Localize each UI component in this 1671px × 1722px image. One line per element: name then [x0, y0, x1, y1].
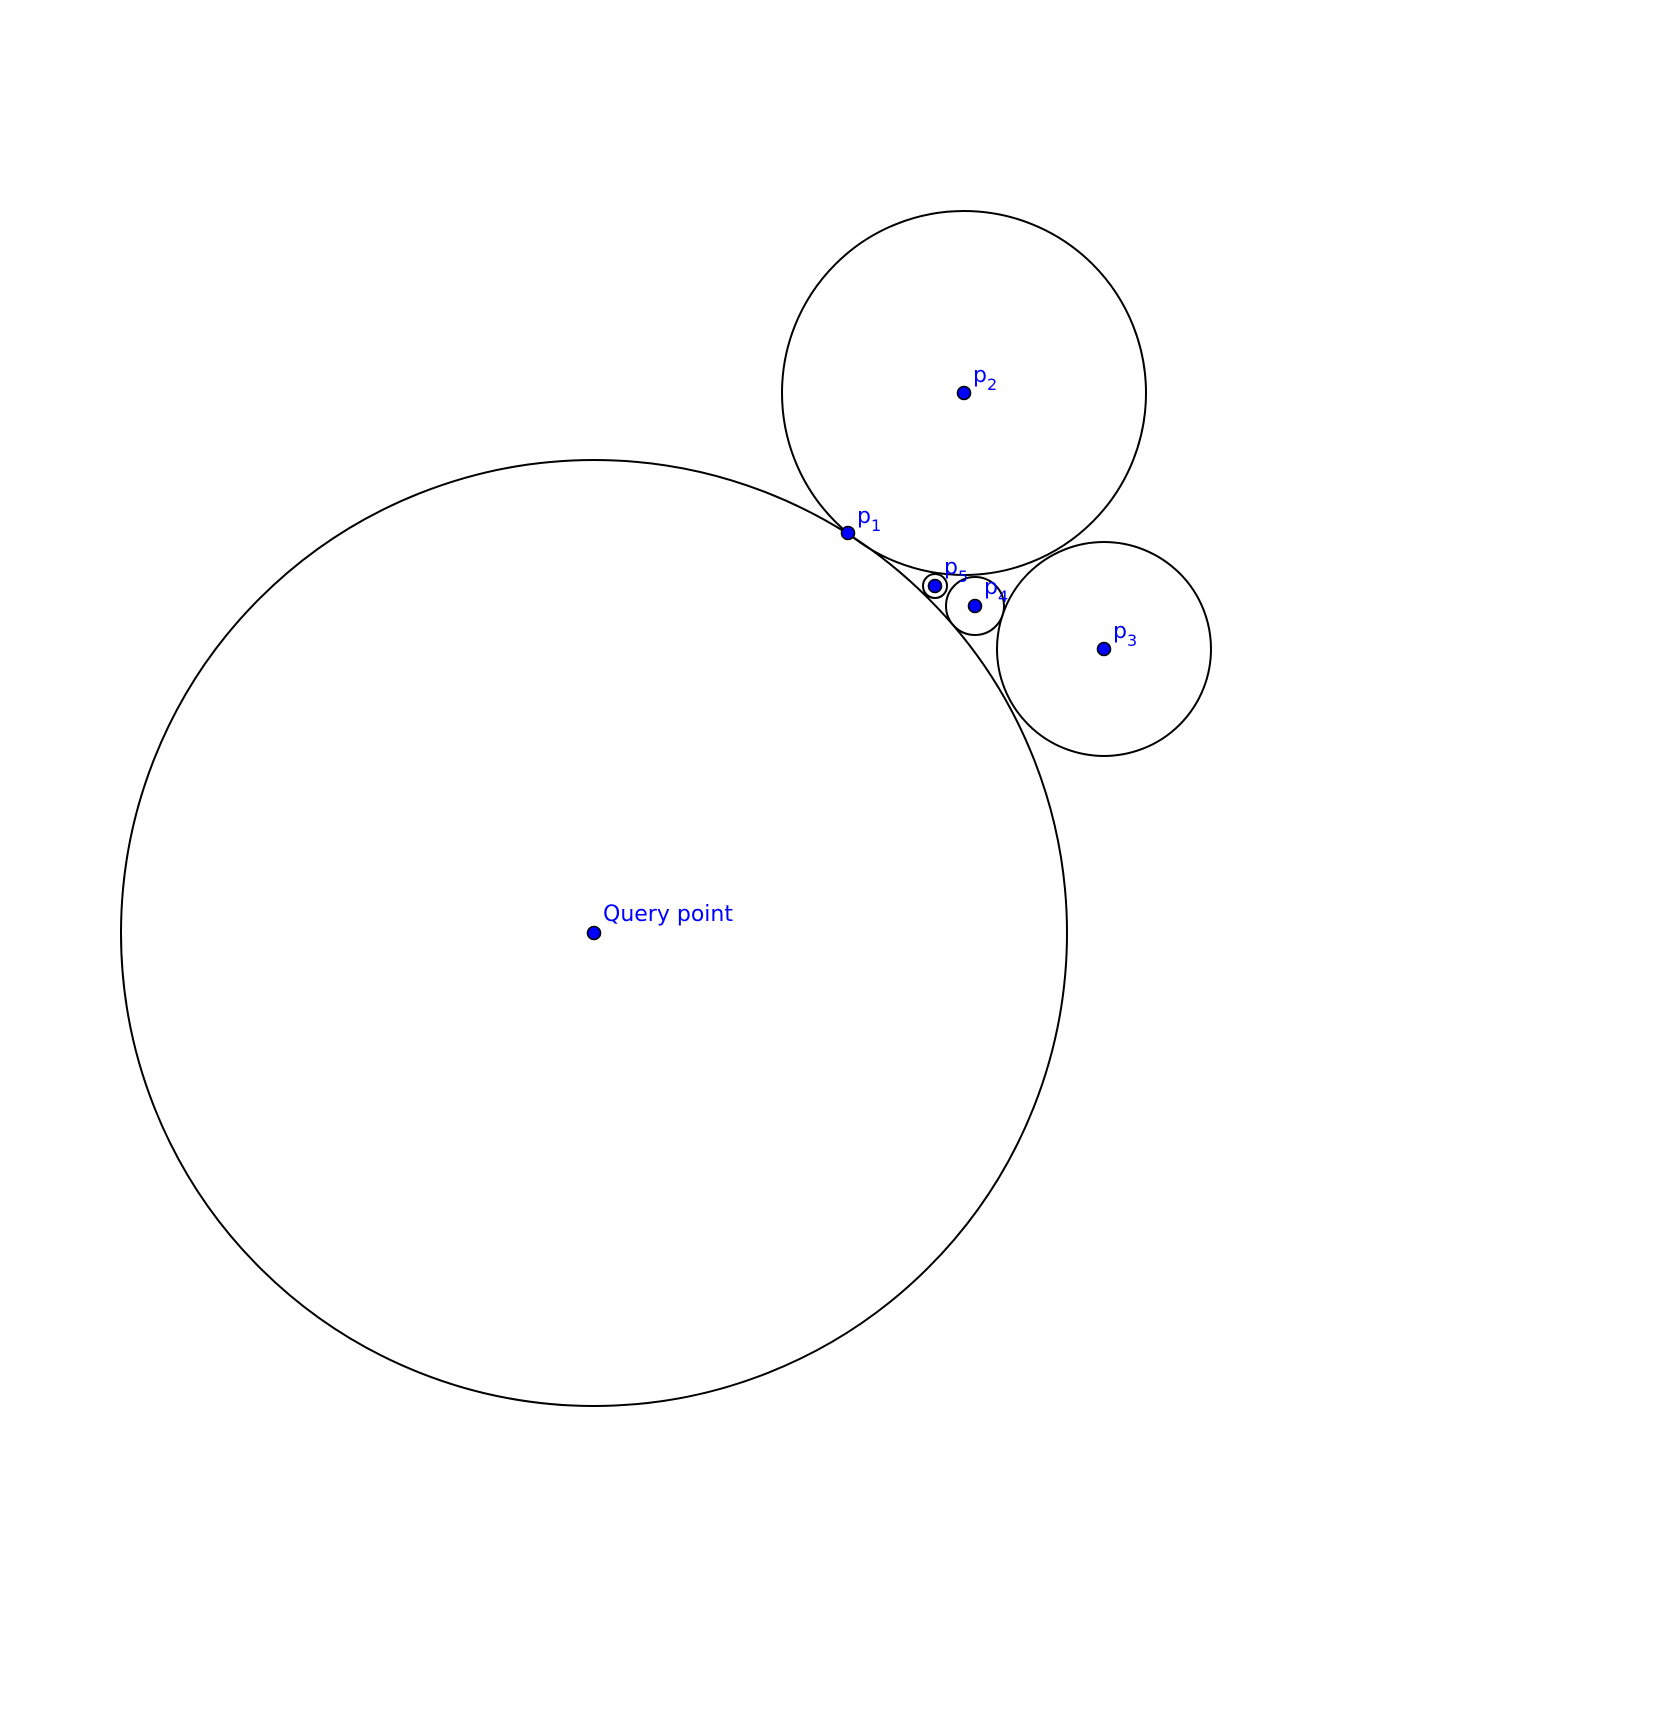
p5-point-dot[interactable]	[927, 578, 943, 594]
p4-label-letter: p	[984, 575, 998, 600]
p2-label-index: 2	[987, 375, 997, 394]
p1-label: p1	[857, 504, 881, 535]
p5-label: p5	[944, 555, 968, 586]
query-point-label: Query point	[603, 902, 733, 927]
p1-label-index: 1	[871, 516, 881, 535]
p2-label: p2	[973, 363, 997, 394]
p4-point-dot[interactable]	[967, 598, 983, 614]
p1-point-dot[interactable]	[840, 525, 856, 541]
p2-circle	[781, 210, 1147, 576]
p4-label: p4	[984, 575, 1008, 606]
p3-point-dot[interactable]	[1096, 641, 1112, 657]
p5-label-index: 5	[958, 567, 968, 586]
p2-label-letter: p	[973, 363, 987, 388]
p3-label-index: 3	[1127, 631, 1137, 650]
p3-label: p3	[1113, 619, 1137, 650]
p5-circle	[922, 573, 948, 599]
p3-circle	[996, 541, 1212, 757]
p1-label-letter: p	[857, 504, 871, 529]
p3-label-letter: p	[1113, 619, 1127, 644]
p2-point-dot[interactable]	[956, 385, 972, 401]
p4-label-index: 4	[998, 587, 1008, 606]
query-circle	[120, 459, 1068, 1407]
query-point-dot[interactable]	[586, 925, 602, 941]
p5-label-letter: p	[944, 555, 958, 580]
p4-circle	[945, 576, 1005, 636]
